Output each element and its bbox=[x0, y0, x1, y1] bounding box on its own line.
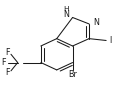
Text: F: F bbox=[1, 58, 5, 67]
Text: Br: Br bbox=[68, 70, 77, 79]
Text: N: N bbox=[63, 10, 69, 19]
Text: I: I bbox=[109, 36, 111, 45]
Text: F: F bbox=[5, 48, 10, 57]
Text: N: N bbox=[93, 18, 99, 27]
Text: F: F bbox=[5, 68, 10, 77]
Text: H: H bbox=[63, 6, 69, 12]
